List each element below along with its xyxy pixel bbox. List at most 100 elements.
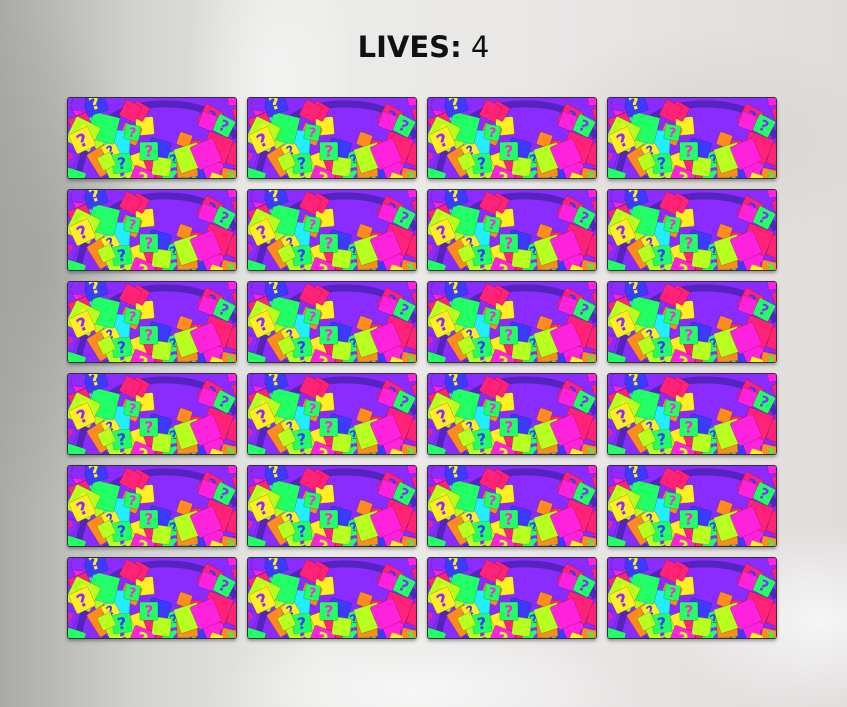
svg-text:?: ? bbox=[307, 402, 317, 418]
memory-card[interactable]: ???????????????????????????????? bbox=[67, 97, 237, 179]
svg-text:?: ? bbox=[672, 259, 691, 270]
svg-text:?: ? bbox=[763, 537, 775, 546]
svg-text:?: ? bbox=[591, 605, 596, 628]
svg-text:?: ? bbox=[68, 427, 74, 444]
memory-card[interactable]: ???????????????????????????????? bbox=[247, 97, 417, 179]
svg-text:?: ? bbox=[296, 338, 308, 358]
memory-card[interactable]: ???????????????????????????????? bbox=[247, 281, 417, 363]
svg-text:?: ? bbox=[476, 246, 488, 266]
lives-value: 4 bbox=[470, 30, 490, 64]
svg-text:?: ? bbox=[223, 537, 235, 546]
svg-text:?: ? bbox=[608, 151, 614, 168]
memory-card[interactable]: ???????????????????????????????? bbox=[607, 373, 777, 455]
memory-card[interactable]: ???????????????????????????????? bbox=[427, 465, 597, 547]
svg-text:?: ? bbox=[324, 419, 333, 437]
svg-text:?: ? bbox=[312, 259, 331, 270]
svg-text:?: ? bbox=[324, 143, 333, 161]
memory-card[interactable]: ???????????????????????????????? bbox=[67, 373, 237, 455]
svg-text:?: ? bbox=[116, 522, 128, 542]
lives-label: LIVES: bbox=[357, 30, 462, 64]
svg-text:?: ? bbox=[672, 535, 691, 546]
memory-card[interactable]: ???????????????????????????????? bbox=[247, 189, 417, 271]
svg-text:?: ? bbox=[591, 421, 596, 444]
memory-card[interactable]: ???????????????????????????????? bbox=[607, 97, 777, 179]
svg-text:?: ? bbox=[127, 218, 137, 234]
svg-text:?: ? bbox=[403, 537, 415, 546]
svg-text:?: ? bbox=[428, 243, 434, 260]
svg-text:?: ? bbox=[608, 243, 614, 260]
svg-text:?: ? bbox=[771, 329, 776, 352]
svg-text:?: ? bbox=[223, 169, 235, 178]
memory-card[interactable]: ???????????????????????????????? bbox=[67, 557, 237, 639]
memory-card[interactable]: ???????????????????????????????? bbox=[607, 557, 777, 639]
svg-text:?: ? bbox=[248, 611, 254, 628]
svg-text:?: ? bbox=[248, 519, 254, 536]
svg-text:?: ? bbox=[248, 243, 254, 260]
svg-text:?: ? bbox=[132, 535, 151, 546]
svg-text:?: ? bbox=[68, 335, 74, 352]
svg-text:?: ? bbox=[312, 535, 331, 546]
question-mark-pattern-icon: ???????????????????????????????? bbox=[248, 190, 416, 270]
memory-card[interactable]: ???????????????????????????????? bbox=[427, 281, 597, 363]
question-mark-pattern-icon: ???????????????????????????????? bbox=[428, 374, 596, 454]
svg-text:?: ? bbox=[223, 353, 235, 362]
memory-card[interactable]: ???????????????????????????????? bbox=[67, 465, 237, 547]
question-mark-pattern-icon: ???????????????????????????????? bbox=[608, 282, 776, 362]
svg-text:?: ? bbox=[307, 494, 317, 510]
svg-text:?: ? bbox=[324, 603, 333, 621]
question-mark-pattern-icon: ???????????????????????????????? bbox=[248, 374, 416, 454]
memory-card[interactable]: ???????????????????????????????? bbox=[427, 373, 597, 455]
memory-card[interactable]: ???????????????????????????????? bbox=[247, 557, 417, 639]
svg-text:?: ? bbox=[231, 513, 236, 536]
svg-text:?: ? bbox=[403, 629, 415, 638]
memory-card[interactable]: ???????????????????????????????? bbox=[427, 189, 597, 271]
memory-card[interactable]: ???????????????????????????????? bbox=[67, 281, 237, 363]
svg-text:?: ? bbox=[672, 627, 691, 638]
question-mark-pattern-icon: ???????????????????????????????? bbox=[428, 98, 596, 178]
svg-text:?: ? bbox=[656, 154, 668, 174]
svg-text:?: ? bbox=[312, 627, 331, 638]
svg-text:?: ? bbox=[132, 167, 151, 178]
memory-card[interactable]: ???????????????????????????????? bbox=[247, 373, 417, 455]
svg-text:?: ? bbox=[411, 421, 416, 444]
svg-text:?: ? bbox=[771, 421, 776, 444]
svg-text:?: ? bbox=[231, 145, 236, 168]
memory-card[interactable]: ???????????????????????????????? bbox=[427, 97, 597, 179]
memory-card[interactable]: ???????????????????????????????? bbox=[607, 281, 777, 363]
svg-text:?: ? bbox=[504, 327, 513, 345]
svg-text:?: ? bbox=[476, 338, 488, 358]
svg-text:?: ? bbox=[684, 327, 693, 345]
question-mark-pattern-icon: ???????????????????????????????? bbox=[248, 98, 416, 178]
svg-text:?: ? bbox=[324, 235, 333, 253]
svg-text:?: ? bbox=[116, 614, 128, 634]
svg-text:?: ? bbox=[411, 513, 416, 536]
question-mark-pattern-icon: ???????????????????????????????? bbox=[68, 190, 236, 270]
question-mark-pattern-icon: ???????????????????????????????? bbox=[608, 190, 776, 270]
svg-text:?: ? bbox=[248, 151, 254, 168]
svg-text:?: ? bbox=[672, 351, 691, 362]
svg-text:?: ? bbox=[608, 335, 614, 352]
svg-text:?: ? bbox=[684, 143, 693, 161]
memory-card[interactable]: ???????????????????????????????? bbox=[67, 189, 237, 271]
svg-text:?: ? bbox=[307, 310, 317, 326]
svg-text:?: ? bbox=[492, 443, 511, 454]
svg-text:?: ? bbox=[487, 126, 497, 142]
memory-card[interactable]: ???????????????????????????????? bbox=[247, 465, 417, 547]
memory-card[interactable]: ???????????????????????????????? bbox=[607, 189, 777, 271]
svg-text:?: ? bbox=[127, 494, 137, 510]
question-mark-pattern-icon: ???????????????????????????????? bbox=[68, 282, 236, 362]
svg-text:?: ? bbox=[144, 235, 153, 253]
question-mark-pattern-icon: ???????????????????????????????? bbox=[428, 558, 596, 638]
svg-text:?: ? bbox=[608, 519, 614, 536]
memory-card[interactable]: ???????????????????????????????? bbox=[607, 465, 777, 547]
svg-text:?: ? bbox=[312, 351, 331, 362]
memory-card[interactable]: ???????????????????????????????? bbox=[427, 557, 597, 639]
question-mark-pattern-icon: ???????????????????????????????? bbox=[68, 98, 236, 178]
svg-text:?: ? bbox=[684, 511, 693, 529]
svg-text:?: ? bbox=[132, 443, 151, 454]
svg-text:?: ? bbox=[492, 259, 511, 270]
svg-text:?: ? bbox=[324, 511, 333, 529]
svg-text:?: ? bbox=[307, 218, 317, 234]
svg-text:?: ? bbox=[487, 402, 497, 418]
svg-text:?: ? bbox=[223, 261, 235, 270]
